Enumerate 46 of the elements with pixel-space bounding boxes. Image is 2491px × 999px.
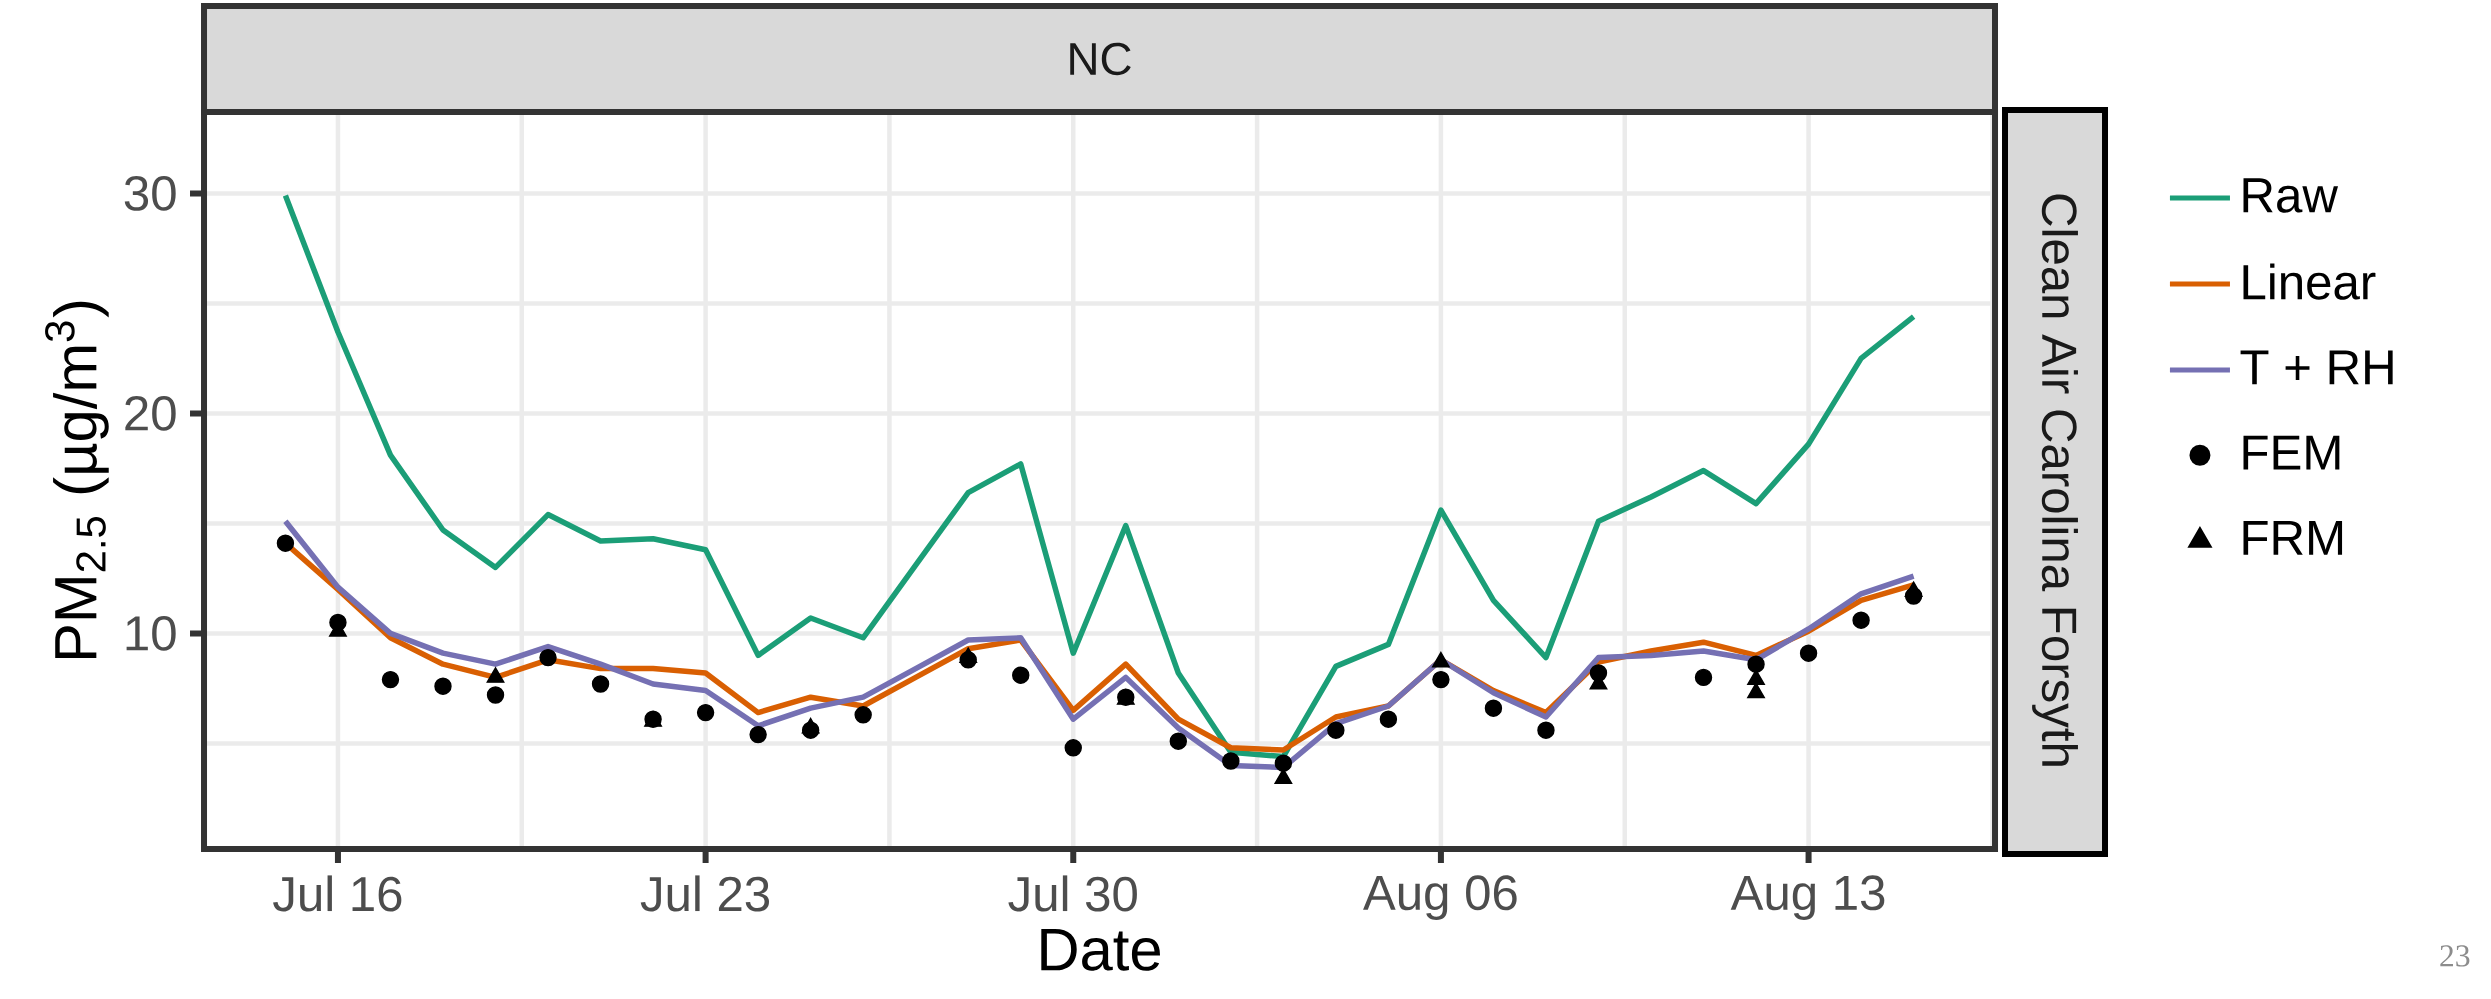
- point: [1012, 666, 1030, 684]
- point: [539, 648, 557, 667]
- point: [276, 534, 295, 552]
- point: [1431, 651, 1450, 668]
- point: [486, 686, 505, 704]
- point: [1379, 710, 1398, 728]
- chart-title: NC: [1070, 42, 1131, 76]
- point: [1484, 699, 1503, 717]
- point: [1169, 732, 1188, 750]
- y-tick-label: 10: [126, 615, 176, 651]
- point: [854, 706, 872, 724]
- point: [486, 667, 505, 683]
- x-tick-label: Jul 30: [1008, 875, 1137, 912]
- point: [1852, 611, 1870, 629]
- x-axis-title: Date: [1041, 929, 1160, 971]
- text: 23: [2440, 945, 2470, 967]
- point: [696, 703, 715, 722]
- point: [1799, 644, 1818, 662]
- y-axis-title: PM$_{2.5}$ (µg/m$^{3}$): [45, 301, 109, 659]
- point: [1904, 581, 1923, 598]
- y-tick-label: 30: [124, 175, 176, 211]
- point: [959, 647, 978, 664]
- point: [1537, 721, 1555, 739]
- legend-label: FRM: [2243, 520, 2343, 555]
- x-tick-label: Jul 16: [273, 875, 402, 912]
- legend-label: FEM: [2243, 435, 2340, 470]
- point: [1064, 739, 1082, 757]
- legend-label: Linear: [2243, 263, 2376, 300]
- point: [591, 675, 610, 693]
- point: [381, 670, 400, 689]
- point: [1747, 655, 1765, 673]
- point: [801, 717, 820, 734]
- point: [1694, 668, 1713, 687]
- legend-label: Raw: [2243, 178, 2339, 213]
- point: [1327, 721, 1345, 739]
- point: [1274, 754, 1293, 772]
- text: Clean Air Carolina Forsyth: [2032, 194, 2078, 766]
- legend-label: T + RH: [2240, 350, 2393, 385]
- y-tick-label: 20: [125, 395, 176, 431]
- x-tick-label: Aug 06: [1363, 875, 1517, 920]
- point: [1432, 670, 1450, 689]
- point: [749, 725, 767, 744]
- x-tick-label: Aug 13: [1730, 875, 1885, 920]
- point: [1222, 752, 1240, 770]
- point: [434, 677, 452, 695]
- x-tick-label: Jul 23: [640, 875, 770, 912]
